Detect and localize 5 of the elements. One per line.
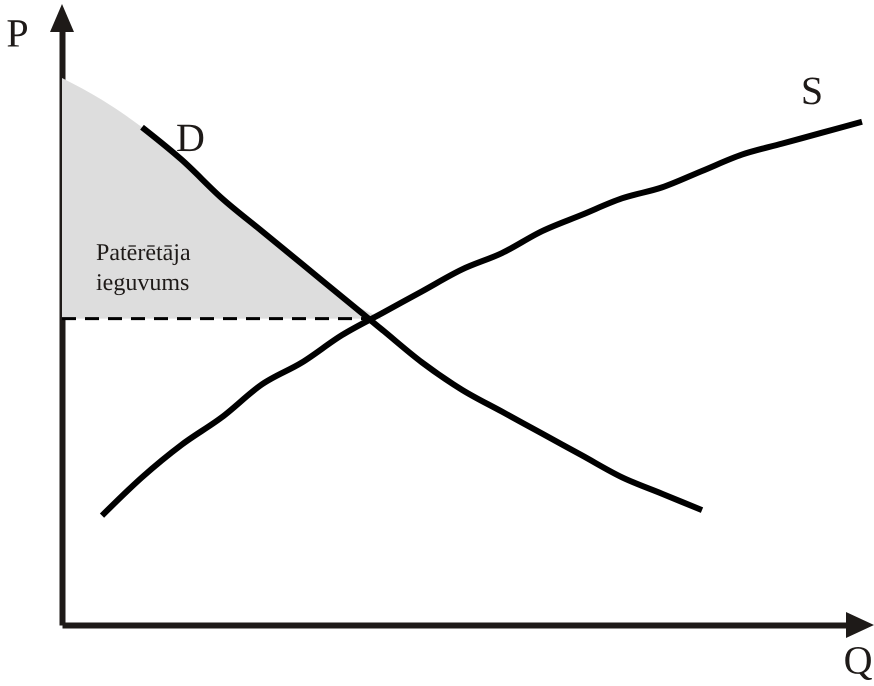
series-label: S [800,68,824,113]
series-label: Patērētāja ieguvums [96,240,191,296]
x-axis-title: Q [844,638,873,682]
series-label: D [176,115,205,160]
y-axis-title: P [6,10,29,56]
